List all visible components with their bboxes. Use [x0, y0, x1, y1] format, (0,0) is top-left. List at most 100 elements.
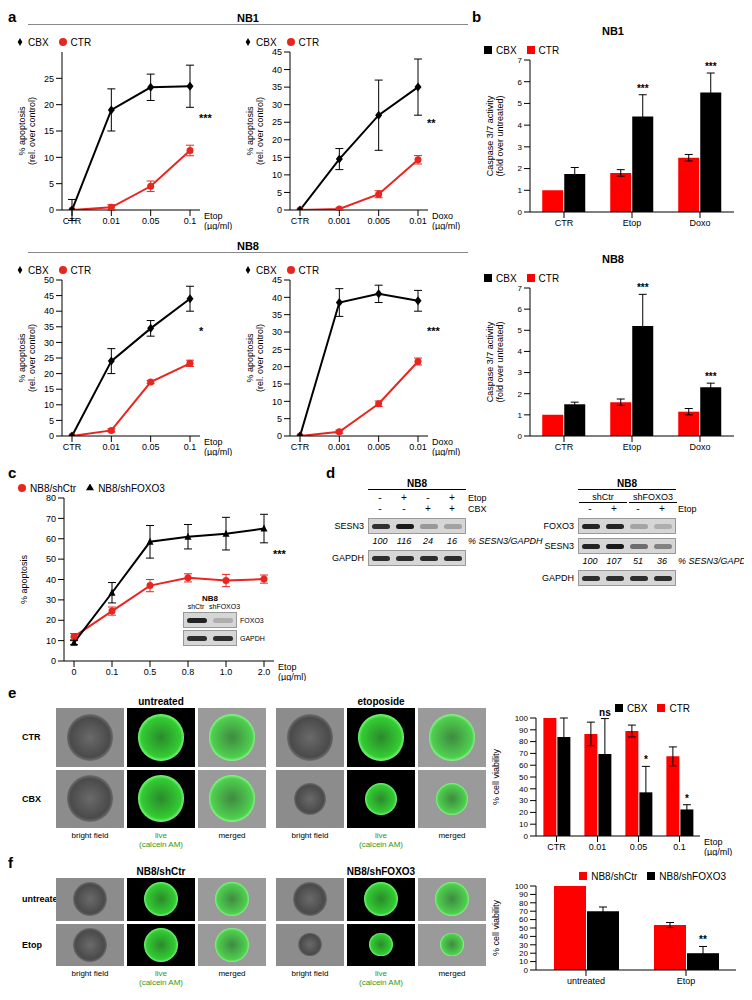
- svg-text:30: 30: [519, 796, 528, 805]
- svg-text:15: 15: [272, 379, 282, 389]
- svg-text:**: **: [699, 934, 707, 945]
- svg-text:100: 100: [515, 882, 529, 891]
- svg-text:***: ***: [199, 112, 213, 124]
- svg-text:untreated: untreated: [567, 976, 605, 986]
- svg-text:3: 3: [518, 143, 523, 152]
- svg-text:40: 40: [519, 932, 528, 941]
- svg-text:0.01: 0.01: [409, 442, 427, 452]
- svg-text:% cell viability: % cell viability: [491, 748, 501, 805]
- svg-text:40: 40: [272, 65, 282, 75]
- svg-text:% apoptosis(rel. over control): % apoptosis(rel. over control): [245, 97, 265, 165]
- svg-text:0: 0: [51, 656, 56, 666]
- svg-text:***: ***: [705, 61, 717, 72]
- svg-text:Doxo: Doxo: [689, 442, 710, 452]
- svg-text:25: 25: [272, 117, 282, 127]
- svg-text:Doxo: Doxo: [689, 218, 710, 228]
- svg-text:40: 40: [44, 306, 54, 316]
- svg-text:CTR: CTR: [555, 442, 574, 452]
- svg-text:0: 0: [49, 205, 54, 215]
- svg-text:0.8: 0.8: [182, 667, 195, 677]
- svg-text:10: 10: [272, 170, 282, 180]
- svg-text:Doxo(µg/ml): Doxo(µg/ml): [432, 211, 460, 230]
- svg-text:0.05: 0.05: [142, 216, 160, 226]
- svg-text:15: 15: [44, 126, 54, 136]
- svg-text:5: 5: [277, 188, 282, 198]
- svg-text:0.01: 0.01: [103, 442, 121, 452]
- svg-text:5: 5: [49, 179, 54, 189]
- svg-text:70: 70: [46, 514, 56, 524]
- svg-text:2.0: 2.0: [258, 667, 271, 677]
- svg-text:35: 35: [44, 322, 54, 332]
- svg-text:50: 50: [519, 773, 528, 782]
- svg-text:0.5: 0.5: [144, 667, 157, 677]
- svg-text:5: 5: [277, 414, 282, 424]
- svg-text:5: 5: [49, 416, 54, 426]
- svg-text:*: *: [685, 793, 689, 804]
- svg-text:0.01: 0.01: [103, 216, 121, 226]
- svg-text:CTR: CTR: [63, 216, 82, 226]
- svg-text:40: 40: [272, 293, 282, 303]
- svg-text:30: 30: [272, 100, 282, 110]
- svg-text:1: 1: [518, 186, 523, 195]
- svg-text:0.05: 0.05: [142, 442, 160, 452]
- svg-text:45: 45: [272, 275, 282, 285]
- svg-text:35: 35: [272, 310, 282, 320]
- svg-text:Doxo(µg/ml): Doxo(µg/ml): [432, 437, 460, 456]
- svg-text:50: 50: [44, 275, 54, 285]
- svg-text:20: 20: [44, 369, 54, 379]
- svg-text:80: 80: [46, 493, 56, 503]
- svg-text:0: 0: [277, 205, 282, 215]
- svg-text:0.1: 0.1: [106, 667, 119, 677]
- svg-text:7: 7: [518, 284, 523, 293]
- svg-text:Etop: Etop: [677, 976, 696, 986]
- svg-text:***: ***: [637, 83, 649, 94]
- svg-text:35: 35: [272, 82, 282, 92]
- svg-text:10: 10: [519, 957, 528, 966]
- svg-text:0: 0: [524, 832, 529, 841]
- svg-text:1: 1: [518, 411, 523, 420]
- svg-text:20: 20: [272, 362, 282, 372]
- svg-text:30: 30: [272, 327, 282, 337]
- svg-text:0.05: 0.05: [630, 842, 648, 852]
- svg-text:10: 10: [46, 636, 56, 646]
- svg-text:5: 5: [518, 99, 523, 108]
- svg-text:% cell viability: % cell viability: [491, 899, 501, 956]
- svg-text:4: 4: [518, 347, 523, 356]
- svg-text:20: 20: [46, 615, 56, 625]
- svg-text:***: ***: [427, 325, 441, 337]
- svg-text:ns: ns: [599, 707, 611, 718]
- svg-text:***: ***: [637, 282, 649, 293]
- svg-text:CTR: CTR: [291, 216, 310, 226]
- svg-text:0: 0: [518, 208, 523, 217]
- svg-text:10: 10: [44, 153, 54, 163]
- svg-text:7: 7: [518, 56, 523, 65]
- svg-text:0.005: 0.005: [367, 216, 390, 226]
- svg-text:30: 30: [46, 595, 56, 605]
- svg-text:45: 45: [44, 291, 54, 301]
- svg-text:CTR: CTR: [547, 842, 566, 852]
- svg-text:***: ***: [273, 548, 287, 560]
- svg-text:0: 0: [71, 667, 76, 677]
- svg-text:90: 90: [519, 726, 528, 735]
- svg-text:15: 15: [44, 384, 54, 394]
- svg-text:% apoptosis: % apoptosis: [19, 554, 29, 604]
- svg-text:4: 4: [518, 121, 523, 130]
- svg-text:50: 50: [519, 924, 528, 933]
- svg-text:10: 10: [519, 820, 528, 829]
- svg-text:60: 60: [519, 761, 528, 770]
- svg-text:0: 0: [277, 431, 282, 441]
- svg-text:0.01: 0.01: [589, 842, 607, 852]
- svg-text:5: 5: [518, 326, 523, 335]
- svg-text:Etop(µg/ml): Etop(µg/ml): [204, 211, 232, 230]
- svg-text:% apoptosis(rel. over control): % apoptosis(rel. over control): [245, 324, 265, 392]
- svg-text:40: 40: [46, 575, 56, 585]
- svg-text:25: 25: [272, 345, 282, 355]
- svg-text:40: 40: [519, 785, 528, 794]
- svg-text:70: 70: [519, 749, 528, 758]
- svg-text:45: 45: [272, 47, 282, 57]
- svg-text:1.0: 1.0: [220, 667, 233, 677]
- svg-text:10: 10: [44, 400, 54, 410]
- svg-text:60: 60: [519, 915, 528, 924]
- svg-text:0.01: 0.01: [409, 216, 427, 226]
- svg-text:% apoptosis(rel. over control): % apoptosis(rel. over control): [17, 97, 37, 165]
